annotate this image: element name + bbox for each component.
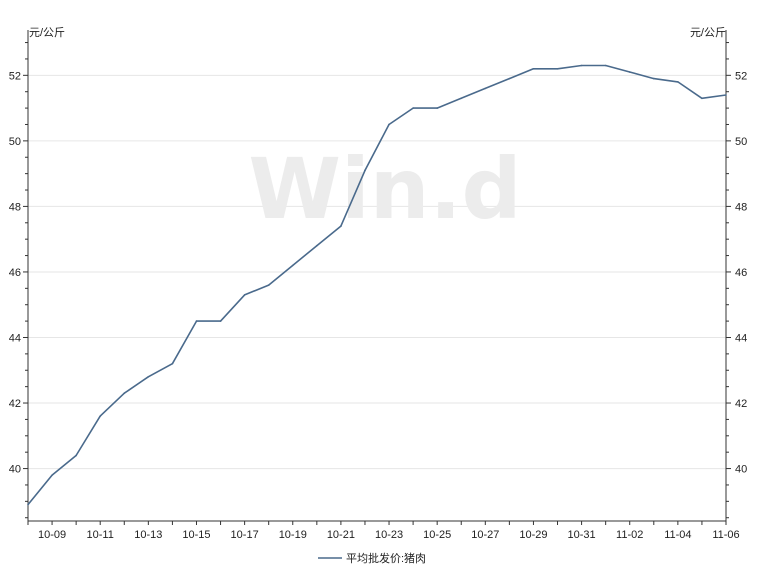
x-axis-tick-label: 11-06 bbox=[712, 529, 739, 541]
x-axis-tick-label: 10-25 bbox=[423, 529, 451, 541]
x-axis-tick-label: 10-11 bbox=[87, 529, 114, 541]
x-axis-tick-label: 10-21 bbox=[327, 529, 355, 541]
data-point bbox=[171, 362, 174, 365]
data-point bbox=[51, 474, 53, 476]
legend-label: 平均批发价:猪肉 bbox=[346, 551, 426, 565]
x-axis-tick-label: 10-09 bbox=[38, 529, 66, 541]
series-lines bbox=[27, 64, 727, 506]
data-point bbox=[508, 77, 511, 80]
data-point bbox=[219, 320, 222, 322]
right-axis-tick-label: 40 bbox=[735, 464, 747, 476]
legend: 平均批发价:猪肉 bbox=[318, 551, 426, 565]
data-point bbox=[147, 376, 150, 378]
left-axis-tick-label: 42 bbox=[9, 398, 21, 410]
right-axis-unit: 元/公斤 bbox=[690, 26, 726, 39]
left-axis-tick-label: 48 bbox=[9, 201, 21, 213]
data-point bbox=[364, 169, 366, 172]
data-point bbox=[725, 94, 727, 96]
data-point bbox=[316, 244, 318, 247]
x-axis-tick-label: 10-19 bbox=[279, 529, 307, 541]
right-axis-tick-label: 42 bbox=[735, 398, 747, 410]
right-axis-tick-label: 46 bbox=[735, 267, 747, 279]
left-axis-tick-label: 40 bbox=[9, 464, 21, 476]
data-point bbox=[436, 107, 438, 109]
data-point bbox=[75, 454, 77, 457]
x-axis-tick-label: 11-04 bbox=[664, 529, 691, 541]
data-point bbox=[27, 503, 29, 506]
x-axis-tick-label: 10-27 bbox=[471, 529, 499, 541]
x-axis-tick-label: 10-31 bbox=[568, 529, 596, 541]
x-axis-tick-label: 11-02 bbox=[616, 529, 643, 541]
right-axis-tick-label: 52 bbox=[735, 70, 747, 82]
data-point bbox=[291, 264, 294, 267]
left-axis-tick-label: 46 bbox=[9, 267, 21, 279]
right-axis-tick-label: 48 bbox=[735, 201, 747, 213]
data-point bbox=[556, 67, 559, 70]
watermark-text: Win.d bbox=[248, 140, 521, 238]
right-axis-tick-label: 44 bbox=[735, 332, 747, 344]
data-point bbox=[243, 294, 246, 296]
data-point bbox=[652, 77, 655, 80]
data-point bbox=[123, 392, 126, 394]
left-axis-tick-label: 44 bbox=[9, 332, 21, 344]
left-axis-unit: 元/公斤 bbox=[29, 26, 65, 39]
data-point bbox=[267, 284, 270, 286]
x-axis-tick-label: 10-23 bbox=[375, 529, 403, 541]
left-axis-tick-label: 50 bbox=[9, 136, 21, 148]
data-point bbox=[99, 415, 102, 417]
data-point bbox=[412, 107, 414, 109]
data-point bbox=[388, 123, 390, 126]
x-axis-tick-label: 10-13 bbox=[134, 529, 162, 541]
right-axis-tick-label: 50 bbox=[735, 136, 747, 148]
x-axis-tick-label: 10-17 bbox=[231, 529, 259, 541]
data-point bbox=[460, 97, 463, 100]
x-axis-tick-label: 10-29 bbox=[519, 529, 547, 541]
data-point bbox=[340, 225, 342, 227]
data-point bbox=[532, 67, 535, 70]
left-axis-tick-label: 52 bbox=[9, 70, 21, 82]
grid-lines bbox=[28, 74, 726, 470]
data-point bbox=[195, 320, 198, 322]
data-point bbox=[701, 97, 703, 100]
data-point bbox=[580, 64, 583, 67]
x-axis-tick-label: 10-15 bbox=[182, 529, 210, 541]
data-point bbox=[604, 64, 607, 67]
axes: 40 40 42 42 44 44 46 46 48 48 50 50 52 52 10-09 10-11 10… bbox=[9, 30, 747, 541]
data-point bbox=[677, 81, 679, 83]
data-point bbox=[628, 71, 631, 73]
series-line-pork-wholesale bbox=[27, 64, 727, 506]
data-point bbox=[484, 87, 487, 90]
